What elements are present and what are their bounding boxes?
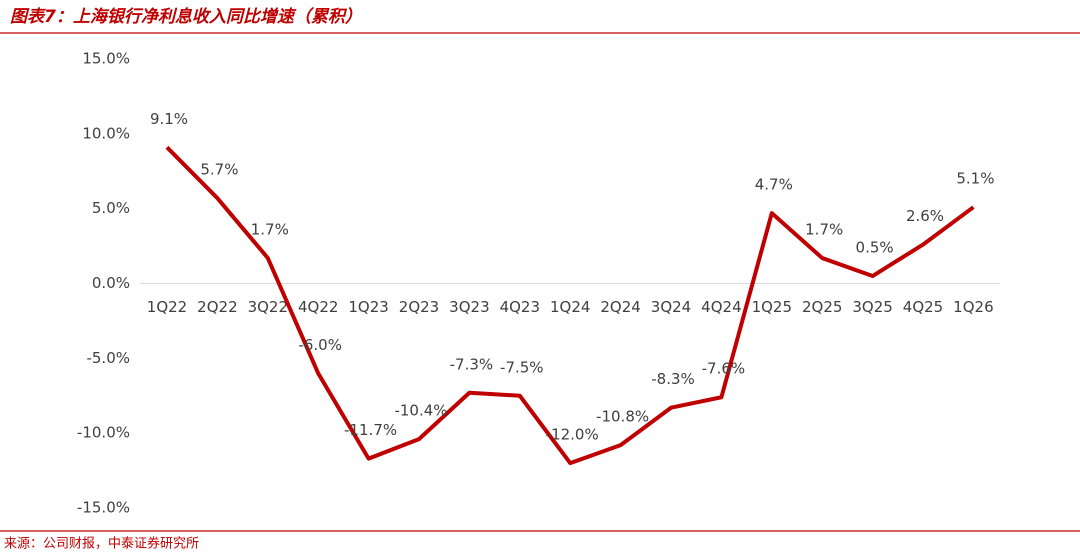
value-label: 5.1% <box>956 170 994 188</box>
x-tick-label: 4Q25 <box>903 298 943 316</box>
x-tick-label: 3Q22 <box>248 298 288 316</box>
value-label: -11.7% <box>344 421 397 439</box>
x-tick-label: 1Q26 <box>953 298 993 316</box>
y-tick-label: 0.0% <box>92 274 130 292</box>
y-tick-label: -15.0% <box>77 499 130 517</box>
source-note: 来源：公司财报，中泰证券研究所 <box>4 536 199 552</box>
x-tick-label: 4Q24 <box>701 298 741 316</box>
value-label: -7.3% <box>450 355 494 373</box>
value-label: 0.5% <box>856 239 894 257</box>
y-tick-label: 10.0% <box>82 124 130 142</box>
x-tick-label: 2Q22 <box>197 298 237 316</box>
chart-title: 图表7：上海银行净利息收入同比增速（累积） <box>10 7 362 27</box>
value-label: -7.6% <box>702 360 746 378</box>
x-tick-label: 1Q25 <box>752 298 792 316</box>
x-tick-label: 3Q24 <box>651 298 691 316</box>
y-tick-label: 5.0% <box>92 199 130 217</box>
value-label: 2.6% <box>906 207 944 225</box>
value-label: -6.0% <box>298 336 342 354</box>
value-label: 9.1% <box>150 110 188 128</box>
value-label: -7.5% <box>500 358 544 376</box>
value-label: -12.0% <box>546 426 599 444</box>
x-tick-label: 2Q24 <box>600 298 640 316</box>
x-tick-label: 2Q25 <box>802 298 842 316</box>
x-tick-label: 2Q23 <box>399 298 439 316</box>
y-tick-label: -10.0% <box>77 424 130 442</box>
value-label: -10.8% <box>596 408 649 426</box>
value-label: 1.7% <box>251 221 289 239</box>
data-line <box>165 145 975 466</box>
x-tick-label: 1Q24 <box>550 298 590 316</box>
x-tick-label: 4Q22 <box>298 298 338 316</box>
value-label: -10.4% <box>394 402 447 420</box>
value-label: -8.3% <box>651 370 695 388</box>
x-tick-label: 4Q23 <box>500 298 540 316</box>
x-tick-label: 1Q23 <box>348 298 388 316</box>
value-label: 5.7% <box>200 161 238 179</box>
value-label: 4.7% <box>755 176 793 194</box>
y-tick-label: -5.0% <box>86 349 130 367</box>
y-tick-label: 15.0% <box>82 50 130 68</box>
x-tick-label: 3Q25 <box>852 298 892 316</box>
x-tick-label: 3Q23 <box>449 298 489 316</box>
x-tick-label: 1Q22 <box>147 298 187 316</box>
value-label: 1.7% <box>805 221 843 239</box>
